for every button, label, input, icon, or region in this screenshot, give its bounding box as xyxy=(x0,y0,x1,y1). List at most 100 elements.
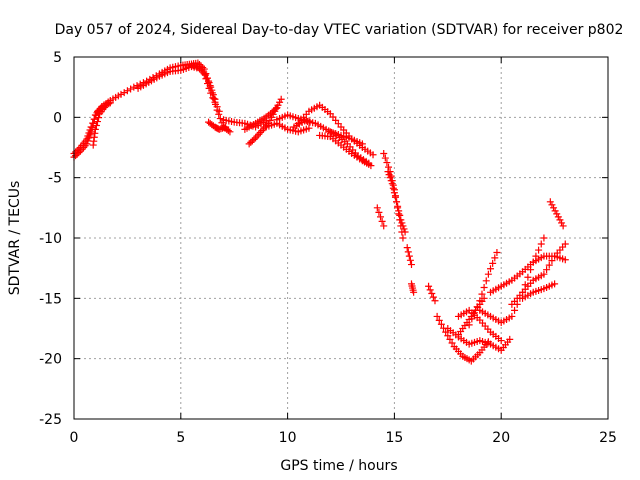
data-points xyxy=(70,59,569,365)
y-tick-label: -20 xyxy=(39,352,62,368)
data-point-interp xyxy=(217,125,225,133)
data-point-interp xyxy=(93,118,101,126)
data-point-interp xyxy=(86,126,94,134)
data-point-interp xyxy=(204,80,211,88)
grid-lines xyxy=(74,57,608,419)
data-point-interp xyxy=(377,213,385,221)
data-point-interp xyxy=(202,75,210,83)
data-point-interp xyxy=(428,290,436,298)
data-point-interp xyxy=(435,316,443,324)
data-point-interp xyxy=(386,174,394,182)
data-point-interp xyxy=(548,201,556,209)
data-point xyxy=(493,248,501,256)
data-point-interp xyxy=(224,127,232,135)
data-point-interp xyxy=(269,110,277,118)
data-point-interp xyxy=(218,124,226,132)
data-point xyxy=(215,125,223,133)
series-track-ee xyxy=(465,248,501,329)
series-track-i xyxy=(245,95,285,148)
series-track-r xyxy=(373,204,388,230)
data-point-interp xyxy=(274,101,282,109)
data-point xyxy=(91,125,99,133)
series-track-q xyxy=(384,168,409,236)
data-point xyxy=(277,95,285,103)
data-point xyxy=(102,101,110,109)
series-track-bb xyxy=(508,234,548,308)
data-point xyxy=(245,140,253,148)
data-point xyxy=(506,335,514,343)
data-point xyxy=(401,228,409,236)
data-point xyxy=(388,180,396,188)
y-tick-label: -25 xyxy=(39,412,62,428)
data-point xyxy=(433,312,441,320)
data-point-interp xyxy=(532,252,540,260)
data-point-interp xyxy=(399,222,407,230)
data-point xyxy=(407,261,415,269)
data-point-interp xyxy=(478,290,486,298)
data-point xyxy=(465,321,473,329)
data-point-interp xyxy=(400,225,408,233)
series-track-s xyxy=(403,244,415,269)
data-point-interp xyxy=(524,273,532,281)
data-point-interp xyxy=(446,335,454,343)
data-point-interp xyxy=(554,213,562,221)
data-point-interp xyxy=(444,332,452,340)
series-track-j xyxy=(262,119,313,136)
data-point xyxy=(559,222,567,230)
y-axis-label: SDTVAR / TECUs xyxy=(7,181,23,296)
x-tick-label: 0 xyxy=(70,430,79,446)
data-point xyxy=(384,168,392,176)
series-track-cc xyxy=(519,280,559,302)
data-point-interp xyxy=(95,114,103,122)
data-point-interp xyxy=(487,265,495,273)
data-point xyxy=(258,127,266,135)
data-point xyxy=(476,297,484,305)
data-point-interp xyxy=(248,137,256,145)
data-point xyxy=(222,123,230,131)
data-point-interp xyxy=(92,121,100,129)
series-track-aa xyxy=(487,252,569,296)
data-point-interp xyxy=(375,208,383,216)
data-point-interp xyxy=(471,309,478,317)
data-point-interp xyxy=(491,254,499,262)
series-track-d xyxy=(187,61,223,115)
data-point xyxy=(215,107,223,115)
y-tick-label: -5 xyxy=(48,171,62,187)
series-track-o xyxy=(326,128,366,148)
data-point-interp xyxy=(521,281,529,289)
data-point-interp xyxy=(404,248,412,256)
data-point-interp xyxy=(448,339,456,347)
series-track-e xyxy=(89,101,110,149)
series-track-n xyxy=(316,131,375,170)
data-point-interp xyxy=(256,128,264,136)
data-point xyxy=(540,234,548,242)
data-point-interp xyxy=(390,189,398,197)
data-point-interp xyxy=(127,85,135,93)
data-point xyxy=(83,135,91,143)
data-point xyxy=(410,288,418,296)
data-point xyxy=(358,140,366,148)
x-tick-label: 5 xyxy=(176,430,185,446)
x-tick-label: 10 xyxy=(279,430,297,446)
data-point xyxy=(529,258,537,266)
data-point-interp xyxy=(72,148,80,156)
series-track-f xyxy=(205,118,230,133)
data-point xyxy=(403,244,411,252)
data-point-interp xyxy=(543,266,551,274)
data-point-interp xyxy=(535,246,543,254)
data-point-interp xyxy=(73,147,81,155)
data-point-interp xyxy=(406,256,414,264)
x-tick-label: 20 xyxy=(492,430,510,446)
data-point-interp xyxy=(209,94,217,102)
data-point-interp xyxy=(395,207,403,215)
data-point-interp xyxy=(378,217,386,225)
data-point xyxy=(431,297,439,305)
data-point xyxy=(480,294,488,302)
data-point xyxy=(519,288,527,296)
chart-title: Day 057 of 2024, Sidereal Day-to-day VTE… xyxy=(55,22,624,38)
data-point-interp xyxy=(550,204,558,212)
data-point-interp xyxy=(389,184,397,192)
data-point xyxy=(305,124,313,132)
data-point-interp xyxy=(405,252,413,260)
data-point xyxy=(367,162,375,170)
